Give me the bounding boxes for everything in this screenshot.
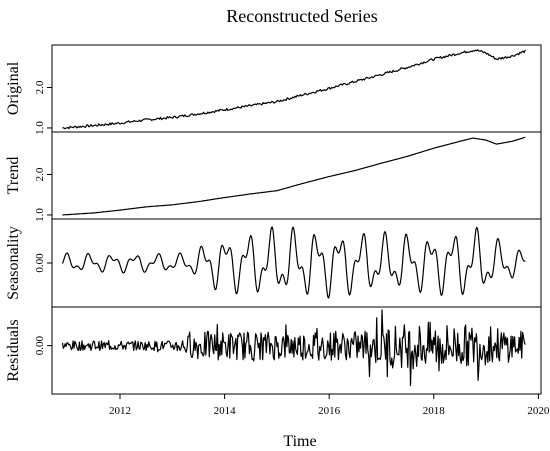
series-line-seasonality — [61, 226, 526, 299]
panel-residuals: 0.00 Residuals — [5, 306, 542, 395]
y-tick-label: 2.0 — [34, 167, 46, 181]
y-axis-label: Residuals — [5, 319, 22, 381]
y-tick-label: 2.0 — [34, 80, 46, 94]
series-line-trend — [62, 136, 526, 216]
y-tick-label: 1.0 — [34, 121, 46, 135]
panel-trend: 1.0 2.0 Trend — [5, 131, 542, 222]
series-line-original — [62, 49, 526, 130]
x-tick-label: 2012 — [109, 405, 131, 417]
y-axis-label: Original — [5, 61, 22, 115]
series-line-residuals — [61, 309, 526, 387]
panels: 1.0 2.0 Original 1.0 2.0 Trend 0.00 Seasonality… — [5, 44, 542, 395]
y-axis-label: Seasonality — [5, 226, 22, 300]
panel-frame — [51, 131, 542, 220]
x-tick-label: 2016 — [318, 405, 341, 417]
x-tick-label: 2014 — [214, 405, 237, 417]
y-tick-label: 0.00 — [34, 336, 46, 356]
x-axis-label: Time — [283, 433, 316, 450]
panel-frame — [51, 306, 542, 395]
x-tick-label: 2018 — [423, 405, 446, 417]
y-axis-label: Trend — [5, 157, 22, 195]
y-tick-label: 0.00 — [34, 253, 46, 273]
panel-frame — [51, 44, 542, 133]
chart-title: Reconstructed Series — [226, 6, 377, 26]
x-axis: 2012 2014 2016 2018 2020 — [109, 394, 550, 417]
panel-seasonality: 0.00 Seasonality — [5, 218, 542, 308]
x-tick-label: 2020 — [527, 405, 550, 417]
panel-original: 1.0 2.0 Original — [5, 44, 542, 135]
panel-frame — [51, 218, 542, 308]
y-tick-label: 1.0 — [34, 208, 46, 222]
